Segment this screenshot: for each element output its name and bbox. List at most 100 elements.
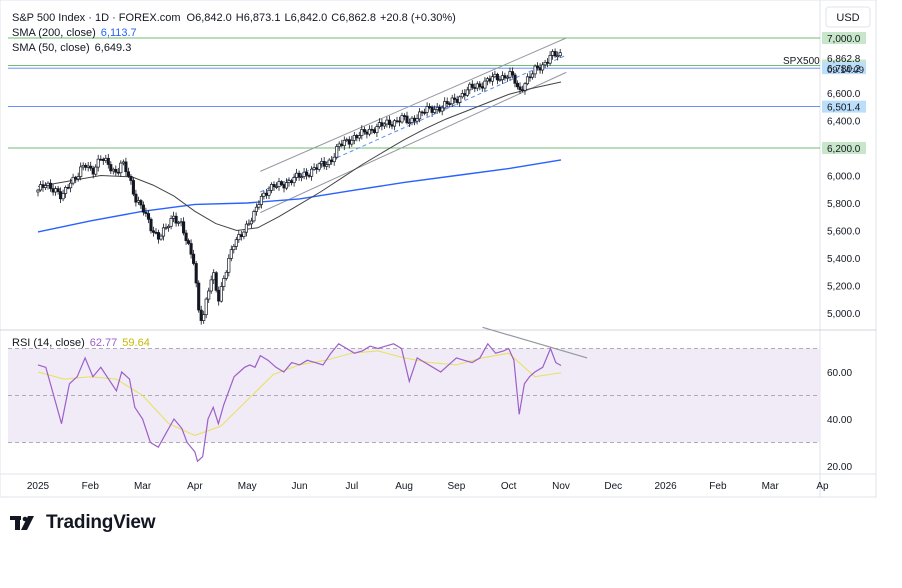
candle-body — [503, 75, 507, 79]
candle-body — [149, 218, 153, 232]
candle-body — [89, 165, 93, 169]
candle-body — [254, 206, 258, 212]
candle-body — [420, 111, 424, 114]
level-label-text: 6,780.2 — [827, 64, 861, 75]
candle-body — [510, 71, 515, 76]
currency-label: USD — [836, 12, 859, 24]
candle-body — [448, 103, 452, 105]
candle-body — [141, 204, 145, 213]
candle-body — [548, 55, 552, 64]
time-tick-label: Jul — [345, 481, 358, 492]
candle-body — [400, 115, 404, 123]
candle-body — [101, 158, 105, 161]
price-tick-label: 5,600.0 — [827, 227, 861, 238]
header-line: S&P 500 Index · 1D · FOREX.com O6,842.0 H6… — [12, 12, 456, 24]
candle-body — [490, 76, 494, 82]
candle-body — [558, 52, 562, 57]
candle-body — [513, 74, 517, 84]
symbol-line[interactable]: S&P 500 Index · 1D · FOREX.com — [12, 12, 181, 24]
candle-body — [257, 204, 261, 208]
candle-body — [74, 176, 78, 180]
sma200-legend-label: SMA (200, close) — [12, 27, 96, 39]
rsi-axis-ticks: 60.00 40.00 20.00 — [827, 368, 852, 473]
candle-body — [43, 185, 48, 188]
candle-body — [284, 182, 289, 189]
candle-body — [66, 187, 70, 189]
candle-body — [372, 129, 376, 133]
candle-body — [382, 123, 386, 127]
candle-body — [56, 188, 60, 192]
candle-body — [340, 143, 344, 146]
candle-body — [81, 164, 85, 168]
candle-body — [325, 164, 329, 167]
rsi-legend[interactable]: RSI (14, close) 62.77 59.64 — [12, 337, 150, 349]
candle-body — [126, 171, 130, 177]
candle-body — [214, 272, 218, 291]
candle-body — [84, 164, 88, 168]
candle-body — [164, 227, 168, 229]
time-tick-label: Jun — [291, 481, 307, 492]
candle-body — [166, 225, 171, 228]
candle-body — [217, 289, 221, 302]
time-tick-label: Aug — [395, 481, 413, 492]
candle-body — [480, 86, 484, 89]
sma200-legend[interactable]: SMA (200, close) 6,113.7 — [12, 27, 137, 39]
candle-body — [49, 182, 53, 189]
time-axis-ticks: 2025 Feb Mar Apr May Jun Jul Aug Sep Oct Nov Dec 202… — [27, 481, 829, 492]
sma200-line — [37, 159, 562, 233]
candle-body — [267, 189, 271, 196]
candle-body — [61, 193, 65, 200]
candle-body — [224, 271, 228, 279]
candle-body — [430, 106, 434, 113]
time-tick-label: 2026 — [654, 481, 677, 492]
candle-body — [282, 184, 286, 189]
sma50-legend-value: 6,649.3 — [95, 42, 132, 54]
rsi-trendline — [482, 326, 588, 359]
candle-body — [322, 161, 326, 167]
candle-body — [390, 124, 394, 127]
currency-button[interactable] — [825, 6, 871, 28]
brand-name: TradingView — [46, 512, 156, 533]
candle-body — [51, 188, 55, 193]
candle-body — [41, 184, 45, 188]
candle-body — [428, 106, 432, 108]
candle-body — [249, 220, 253, 225]
channel-lower-line — [260, 71, 567, 214]
candle-body — [71, 176, 75, 184]
sma50-line — [37, 81, 562, 232]
price-tick-label: 5,800.0 — [827, 199, 861, 210]
candle-body — [154, 231, 158, 234]
candle-body — [392, 120, 397, 127]
time-tick-label: Sep — [448, 481, 466, 492]
level-label-text: 6,501.4 — [827, 103, 861, 114]
candle-body — [204, 298, 208, 316]
price-tick-label: 5,000.0 — [827, 309, 861, 320]
candle-body — [541, 64, 545, 71]
candle-body — [209, 279, 213, 292]
level-label-box — [822, 62, 866, 75]
candle-body — [330, 159, 334, 163]
ticker-label: SPX500 — [783, 56, 820, 67]
candle-body — [179, 221, 183, 224]
candle-body — [455, 99, 459, 103]
candle-body — [435, 106, 439, 110]
time-tick-label: Apr — [187, 481, 203, 492]
candle-body — [287, 180, 291, 183]
candle-body — [295, 172, 299, 178]
candle-body — [478, 83, 482, 88]
candle-body — [300, 176, 304, 179]
candle-body — [116, 171, 120, 174]
candle-body — [493, 73, 497, 78]
candle-body — [59, 191, 63, 200]
candle-body — [495, 73, 499, 81]
sma50-legend[interactable]: SMA (50, close) 6,649.3 — [12, 42, 131, 54]
candle-body — [410, 117, 414, 123]
candle-body — [528, 76, 532, 79]
candle-body — [36, 189, 40, 193]
candle-body — [515, 82, 520, 88]
candles — [36, 48, 562, 325]
close-value: 6,862.8 — [339, 12, 376, 24]
candle-body — [370, 128, 374, 131]
candle-body — [109, 164, 113, 172]
